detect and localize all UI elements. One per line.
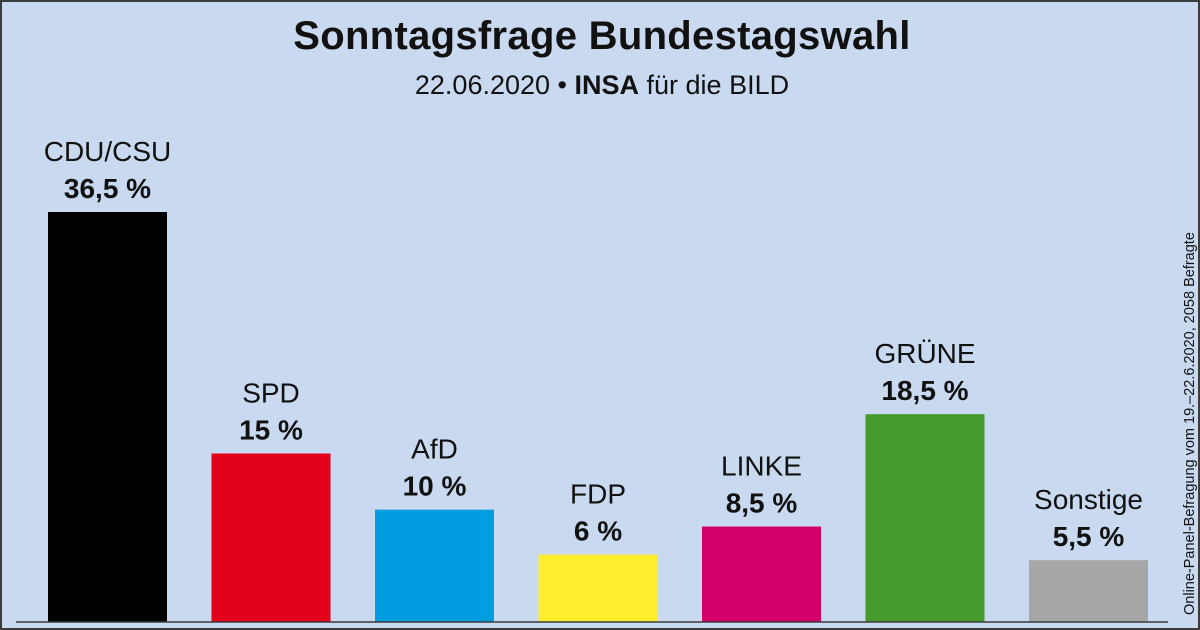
bar-category-label-cdu-csu: CDU/CSU: [44, 136, 172, 167]
bar-category-label-afd: AfD: [411, 434, 458, 465]
bar-value-label-sonstige: 5,5 %: [1053, 521, 1125, 552]
bar-value-label-afd: 10 %: [403, 471, 467, 502]
bar-spd: [211, 453, 331, 622]
bar-fdp: [538, 554, 658, 622]
chart-subtitle: 22.06.2020 • INSA für die BILD: [2, 70, 1198, 101]
bar-value-label-spd: 15 %: [239, 415, 303, 446]
bar-gruene: [865, 414, 985, 622]
bar-value-label-gruene: 18,5 %: [881, 375, 968, 406]
bar-afd: [375, 509, 494, 622]
bar-category-label-sonstige: Sonstige: [1034, 484, 1143, 515]
bar-category-label-fdp: FDP: [570, 479, 626, 510]
bar-value-label-linke: 8,5 %: [726, 488, 798, 519]
subtitle-client: für die BILD: [646, 70, 790, 100]
bar-sonstige: [1029, 560, 1148, 622]
bar-category-label-linke: LINKE: [721, 451, 802, 482]
survey-note: Online-Panel-Befragung vom 19.–22.6.2020…: [1182, 232, 1198, 615]
chart-title: Sonntagsfrage Bundestagswahl: [293, 14, 911, 58]
bar-linke: [702, 526, 821, 622]
bars-group: 36,5 % CDU/CSU 15 % SPD 10 % AfD 6 % FDP 8,5 % LI…: [44, 136, 1148, 622]
bar-cdu-csu: [48, 212, 167, 622]
subtitle-date: 22.06.2020 •: [414, 70, 567, 100]
bar-category-label-spd: SPD: [242, 378, 300, 409]
bar-value-label-fdp: 6 %: [574, 516, 622, 547]
bar-category-label-gruene: GRÜNE: [874, 338, 975, 369]
bar-value-label-cdu-csu: 36,5 %: [64, 173, 151, 204]
subtitle-institute: INSA: [574, 70, 640, 100]
